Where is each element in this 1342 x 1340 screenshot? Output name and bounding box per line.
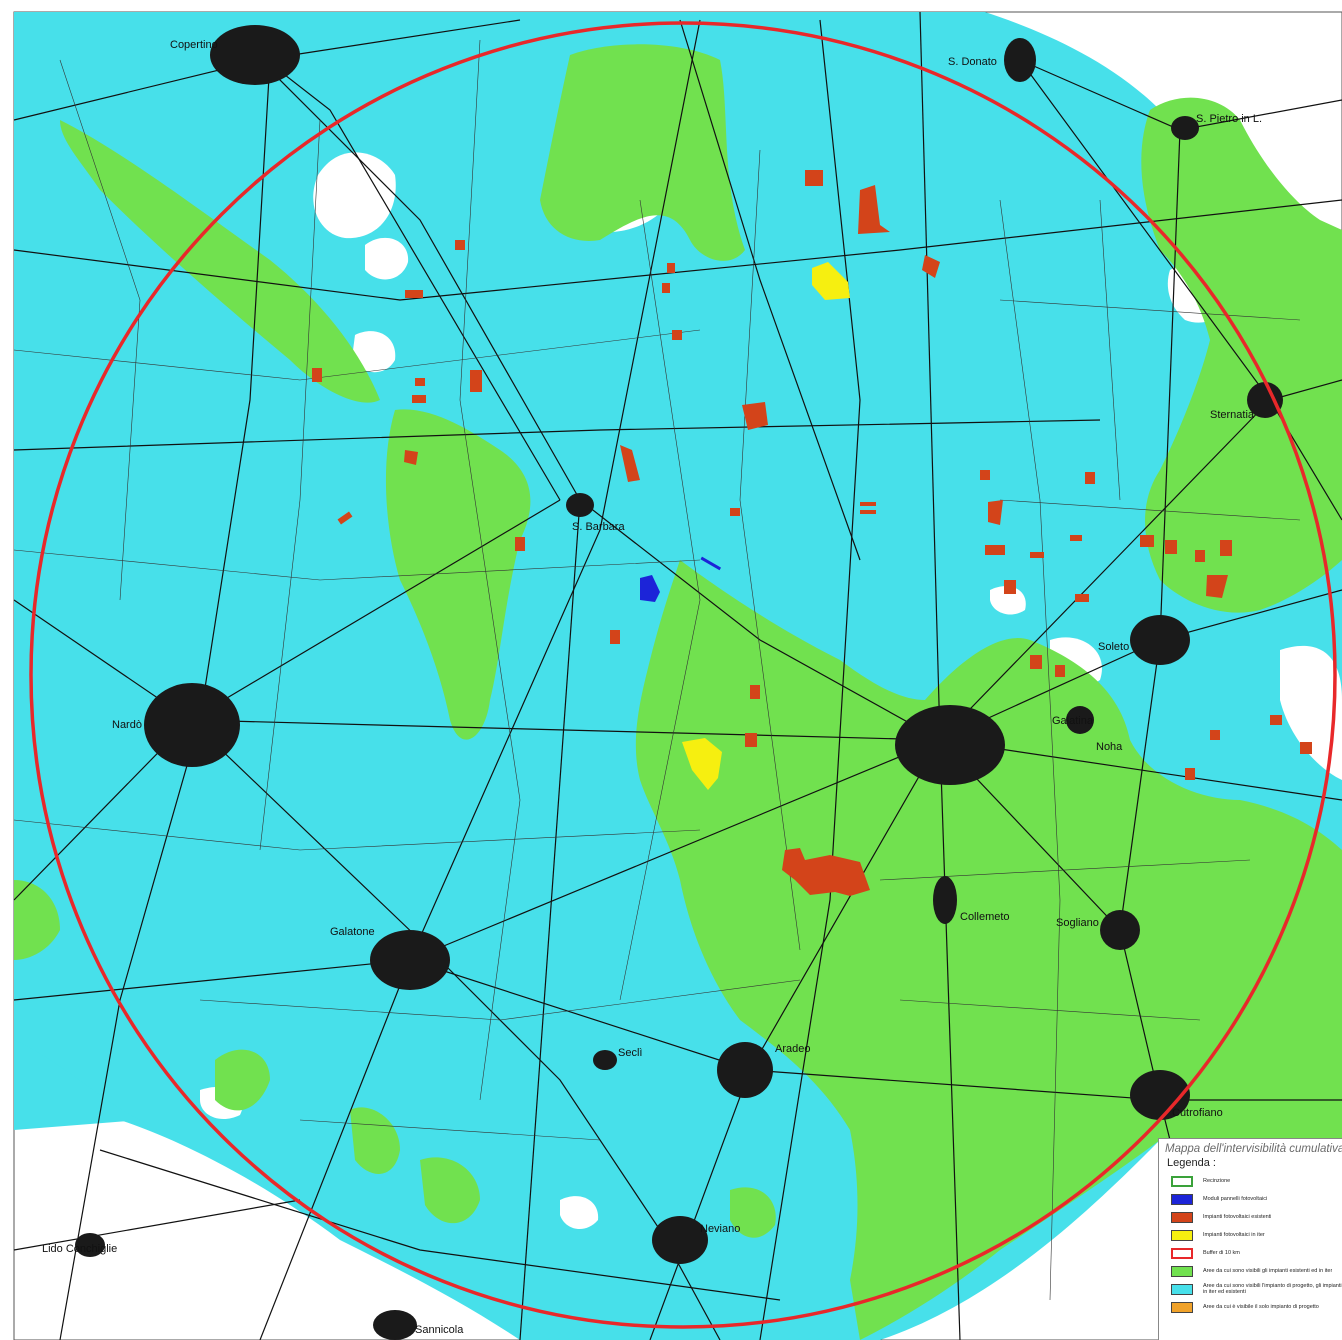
- legend-item-green: Aree da cui sono visibili gli impianti e…: [1159, 1262, 1342, 1280]
- town-label-secli: Seclì: [618, 1047, 642, 1059]
- legend-swatch-existing: [1171, 1211, 1193, 1223]
- legend-swatch-green: [1171, 1265, 1193, 1277]
- legend-label: Moduli pannelli fotovoltaici: [1203, 1195, 1268, 1202]
- settlement-soleto: [1130, 615, 1190, 665]
- town-label-sternatia: Sternatia: [1210, 409, 1255, 421]
- legend-label: Aree da cui sono visibili gli impianti e…: [1203, 1267, 1333, 1274]
- town-label-galatina: Galatina: [1052, 715, 1094, 727]
- settlement-galatone: [370, 930, 450, 990]
- pending-pv-plants: [682, 262, 850, 790]
- legend-label: Buffer di 10 km: [1203, 1249, 1240, 1256]
- legend-label: Impianti fotovoltaici esistenti: [1203, 1213, 1272, 1220]
- settlement-copertino: [210, 25, 300, 85]
- town-label-sannicola: Sannicola: [415, 1324, 464, 1336]
- legend-label: Aree da cui sono visibili l'impianto di …: [1203, 1282, 1342, 1296]
- settlement-galatina: [895, 705, 1005, 785]
- town-label-s-pietro: S. Pietro in L.: [1196, 113, 1262, 125]
- legend-item-cyan: Aree da cui sono visibili l'impianto di …: [1159, 1280, 1342, 1298]
- existing-visibility-areas: [14, 44, 1342, 1340]
- legend-label: Impianti fotovoltaici in iter: [1203, 1231, 1265, 1238]
- town-label-neviano: Neviano: [700, 1223, 740, 1235]
- legend-item-modules: Moduli pannelli fotovoltaici: [1159, 1190, 1342, 1208]
- legend-swatch-orange: [1171, 1301, 1193, 1313]
- legend-title: Mappa dell'intervisibilità cumulativa: [1165, 1143, 1342, 1155]
- settlement-sogliano: [1100, 910, 1140, 950]
- project-pv-modules: [640, 556, 722, 602]
- settlement-lido-conchiglie: [75, 1233, 105, 1257]
- settlement-neviano: [652, 1216, 708, 1264]
- town-label-galatone: Galatone: [330, 926, 375, 938]
- settlement-s-barbara: [566, 493, 594, 517]
- buffer-10km-circle: [29, 21, 1337, 1329]
- settlement-collemeto: [933, 876, 957, 924]
- legend-label: Recinzione: [1203, 1177, 1231, 1184]
- settlement-sternatia: [1247, 382, 1283, 418]
- town-label-nardo: Nardò: [112, 719, 142, 731]
- town-label-copertino: Copertino: [170, 39, 218, 51]
- legend-item-fence: Recinzione: [1159, 1172, 1342, 1190]
- settlement-aradeo: [717, 1042, 773, 1098]
- town-label-collemeto: Collemeto: [960, 911, 1010, 923]
- legend-swatch-modules: [1171, 1193, 1193, 1205]
- settlement-nardo: [144, 683, 240, 767]
- settlement-s-donato: [1004, 38, 1036, 82]
- legend-swatch-cyan: [1171, 1283, 1193, 1295]
- legend-item-buffer: Buffer di 10 km: [1159, 1244, 1342, 1262]
- map-legend: Mappa dell'intervisibilità cumulativa Le…: [1158, 1138, 1342, 1340]
- existing-pv-plants: [312, 170, 1312, 896]
- settlement-cutrofiano: [1130, 1070, 1190, 1120]
- legend-item-existing: Impianti fotovoltaici esistenti: [1159, 1208, 1342, 1226]
- town-label-s-donato: S. Donato: [948, 56, 997, 68]
- settlements: [75, 25, 1283, 1340]
- legend-item-pending: Impianti fotovoltaici in iter: [1159, 1226, 1342, 1244]
- settlement-seclì: [593, 1050, 617, 1070]
- town-label-soleto: Soleto: [1098, 641, 1129, 653]
- legend-item-orange: Aree da cui è visibile il solo impianto …: [1159, 1298, 1342, 1316]
- legend-swatch-pending: [1171, 1229, 1193, 1241]
- legend-swatch-fence: [1171, 1175, 1193, 1187]
- town-label-lido-conchiglie: Lido Conchiglie: [42, 1243, 117, 1255]
- town-label-aradeo: Aradeo: [775, 1043, 810, 1055]
- town-labels: Copertino S. Donato Sternatia Nardò Gala…: [42, 39, 1262, 1336]
- settlement-s-pietro: [1171, 116, 1199, 140]
- town-label-sogliano: Sogliano: [1056, 917, 1099, 929]
- minor-roads: [13, 39, 1301, 1301]
- legend-subtitle: Legenda :: [1167, 1157, 1216, 1169]
- town-label-s-barbara: S. Barbara: [572, 521, 625, 533]
- legend-swatch-buffer: [1171, 1247, 1193, 1259]
- town-label-cutrofiano: Cutrofiano: [1172, 1107, 1223, 1119]
- town-label-noha: Noha: [1096, 741, 1123, 753]
- settlement-noha: [1066, 706, 1094, 734]
- legend-label: Aree da cui è visibile il solo impianto …: [1203, 1303, 1319, 1310]
- settlement-sannicola: [373, 1310, 417, 1340]
